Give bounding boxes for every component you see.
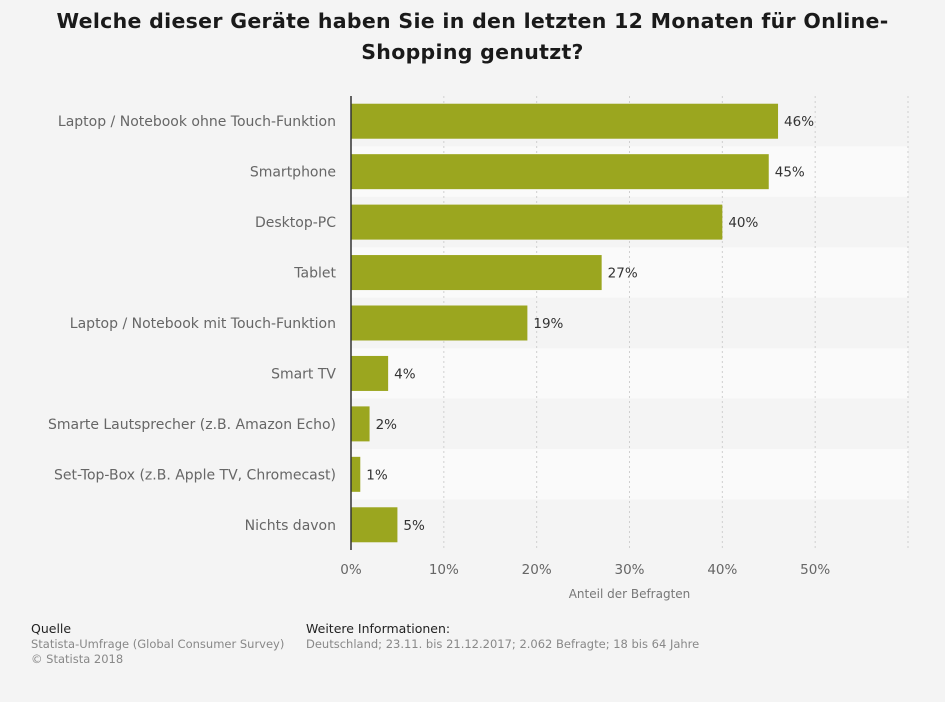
info-heading: Weitere Informationen: [306, 621, 451, 636]
bar [351, 154, 769, 190]
x-tick-label: 0% [340, 562, 362, 578]
info-block: Weitere Informationen: Deutschland; 23.1… [306, 621, 699, 652]
x-axis-title: Anteil der Befragten [569, 587, 691, 601]
bar [351, 456, 361, 492]
x-tick-label: 20% [522, 562, 552, 578]
x-tick-label: 40% [707, 562, 737, 578]
value-label: 5% [403, 518, 425, 534]
value-label: 1% [366, 467, 388, 483]
category-label: Tablet [293, 266, 336, 282]
source-block: Quelle Statista-Umfrage (Global Consumer… [31, 621, 284, 667]
value-label: 2% [376, 417, 398, 433]
bar-chart: Laptop / Notebook ohne Touch-Funktion 46%… [48, 96, 909, 601]
category-label: Set-Top-Box (z.B. Apple TV, Chromecast) [54, 467, 336, 483]
value-label: 4% [394, 366, 416, 382]
value-label: 27% [608, 266, 638, 282]
bar [351, 305, 528, 341]
category-label: Smart TV [271, 366, 336, 382]
category-label: Laptop / Notebook mit Touch-Funktion [70, 316, 336, 332]
x-tick-label: 30% [614, 562, 644, 578]
source-heading: Quelle [31, 621, 72, 636]
bar [351, 355, 389, 391]
category-label: Smartphone [250, 165, 336, 181]
bar [351, 103, 779, 139]
x-tick-label: 10% [429, 562, 459, 578]
source-text: Statista-Umfrage (Global Consumer Survey… [31, 637, 285, 651]
copyright-text: © Statista 2018 [31, 652, 124, 666]
value-label: 46% [784, 114, 814, 130]
x-tick-label: 50% [800, 562, 830, 578]
bar [351, 507, 398, 543]
info-text: Deutschland; 23.11. bis 21.12.2017; 2.06… [306, 637, 700, 651]
bar [351, 406, 370, 442]
bar [351, 255, 602, 291]
category-label: Laptop / Notebook ohne Touch-Funktion [58, 114, 336, 130]
value-label: 19% [533, 316, 563, 332]
category-label: Desktop-PC [255, 215, 336, 231]
bar [351, 204, 723, 240]
value-label: 45% [775, 165, 805, 181]
value-label: 40% [728, 215, 758, 231]
category-label: Smarte Lautsprecher (z.B. Amazon Echo) [48, 417, 336, 433]
category-label: Nichts davon [245, 518, 336, 534]
chart-title: Welche dieser Geräte haben Sie in den le… [56, 9, 889, 64]
